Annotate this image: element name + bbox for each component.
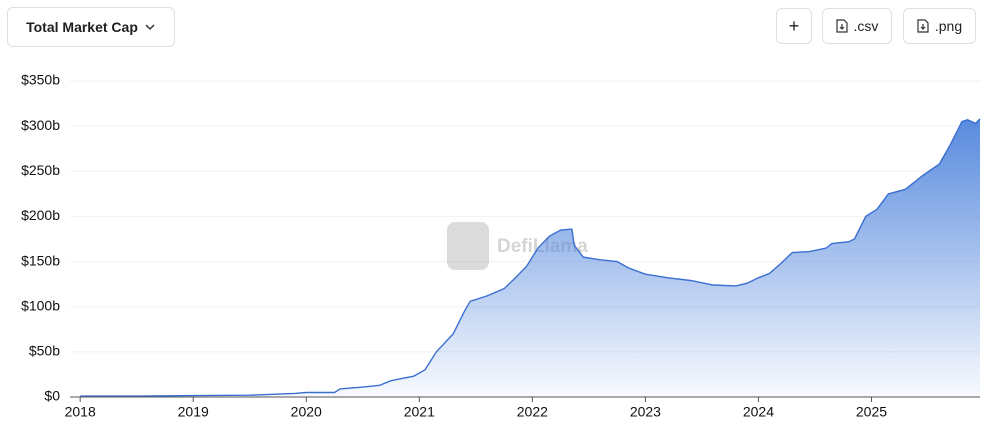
area bbox=[80, 118, 980, 398]
png-label: .png bbox=[934, 18, 963, 34]
y-tick-label: $50b bbox=[29, 343, 60, 359]
x-tick-label: 2019 bbox=[178, 404, 209, 420]
x-tick-label: 2018 bbox=[65, 404, 96, 420]
file-icon bbox=[917, 19, 929, 33]
x-tick-label: 2020 bbox=[291, 404, 322, 420]
csv-label: .csv bbox=[853, 18, 879, 34]
y-tick-label: $100b bbox=[21, 297, 60, 313]
watermark-text: DefiLlama bbox=[497, 236, 588, 257]
add-button[interactable]: + bbox=[776, 8, 812, 44]
png-button[interactable]: .png bbox=[903, 8, 976, 44]
x-tick-label: 2023 bbox=[630, 404, 661, 420]
watermark-logo bbox=[447, 222, 489, 270]
line bbox=[80, 118, 981, 397]
metric-label: Total Market Cap bbox=[26, 19, 138, 35]
y-tick-label: $350b bbox=[21, 72, 60, 88]
watermark: DefiLlama bbox=[447, 222, 588, 270]
y-tick-label: $200b bbox=[21, 207, 60, 223]
file-icon bbox=[835, 19, 848, 33]
y-tick-label: $300b bbox=[21, 117, 60, 133]
y-tick-label: $150b bbox=[21, 252, 60, 268]
x-tick-label: 2021 bbox=[404, 404, 435, 420]
metric-select[interactable]: Total Market Cap bbox=[7, 7, 175, 47]
chevron bbox=[145, 24, 155, 31]
x-tick-label: 2024 bbox=[743, 404, 774, 420]
y-tick-label: $0 bbox=[44, 388, 60, 404]
add-label: + bbox=[788, 15, 800, 36]
csv-button[interactable]: .csv bbox=[822, 8, 892, 44]
x-tick-label: 2025 bbox=[856, 404, 887, 420]
y-tick-label: $250b bbox=[21, 162, 60, 178]
x-tick-label: 2022 bbox=[517, 404, 548, 420]
